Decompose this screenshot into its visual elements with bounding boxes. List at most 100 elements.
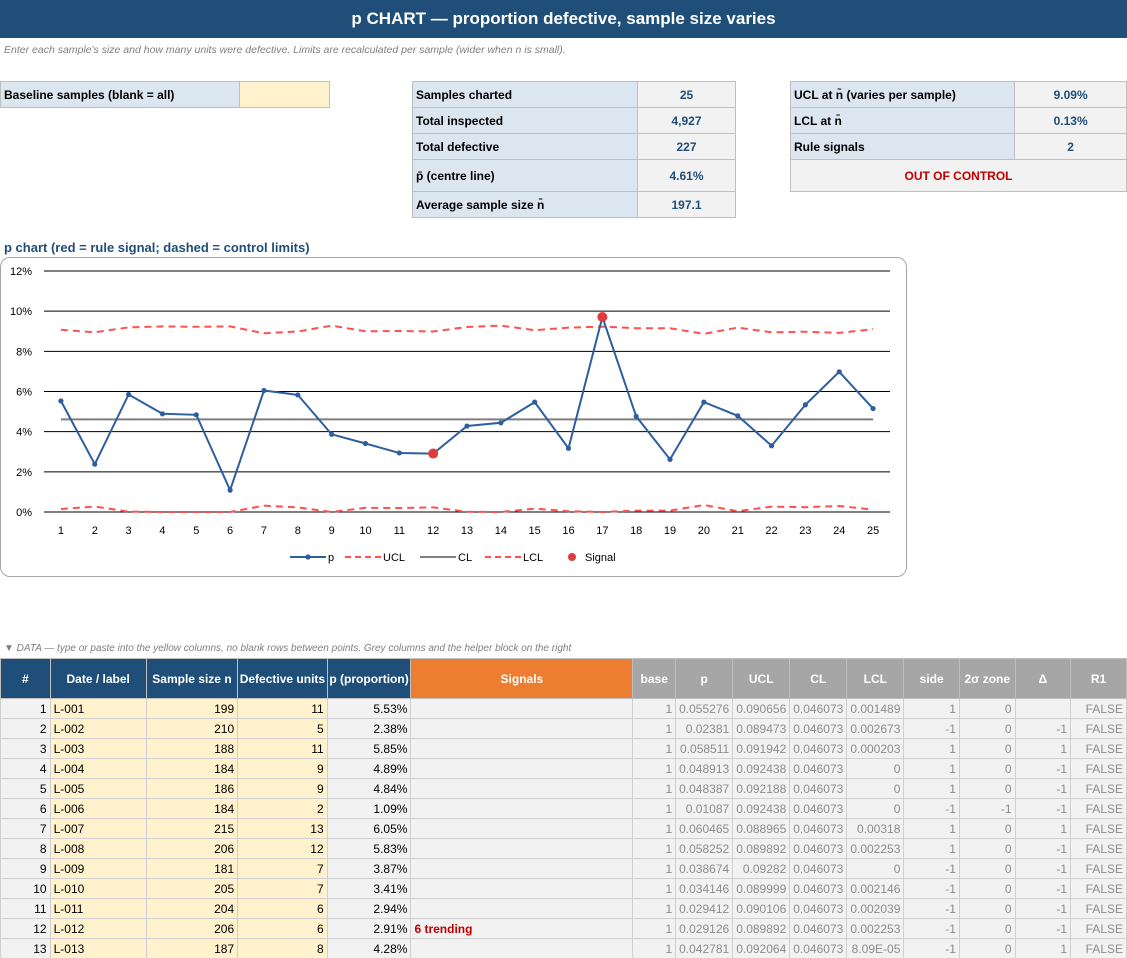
signal-point <box>428 448 439 459</box>
column-header[interactable]: UCL <box>732 658 791 699</box>
defective-units-cell[interactable]: 9 <box>237 778 328 799</box>
helper-lcl-cell: 0.000203 <box>846 738 905 759</box>
p-point <box>295 392 301 398</box>
sample-size-cell[interactable]: 184 <box>145 758 239 779</box>
x-tick-label: 16 <box>562 525 574 537</box>
helper-side-cell: -1 <box>903 718 960 739</box>
signals-cell <box>410 838 634 859</box>
y-tick-label: 2% <box>16 467 32 479</box>
date-label-cell[interactable]: L-012 <box>49 918 147 939</box>
defective-units-cell[interactable]: 6 <box>237 918 328 939</box>
proportion-cell: 5.83% <box>326 838 412 859</box>
helper-base-cell: 1 <box>632 938 677 958</box>
chart-frame[interactable] <box>0 257 907 577</box>
helper-side-cell: -1 <box>903 858 960 879</box>
column-header[interactable]: base <box>632 658 677 699</box>
summary-value: 197.1 <box>637 191 736 218</box>
date-label-cell[interactable]: L-009 <box>49 858 147 879</box>
sample-size-cell[interactable]: 187 <box>145 938 239 958</box>
baseline-input[interactable] <box>239 81 330 108</box>
column-header[interactable]: CL <box>789 658 848 699</box>
column-header[interactable]: Signals <box>410 658 634 699</box>
helper-base-cell: 1 <box>632 878 677 899</box>
helper-r1-cell: FALSE <box>1070 778 1127 799</box>
helper-zone-cell: 0 <box>958 738 1016 759</box>
defective-units-cell[interactable]: 13 <box>237 818 328 839</box>
defective-units-cell[interactable]: 12 <box>237 838 328 859</box>
column-header[interactable]: R1 <box>1070 658 1127 699</box>
column-header[interactable]: Date / label <box>49 658 147 699</box>
date-label-cell[interactable]: L-011 <box>49 898 147 919</box>
sample-size-cell[interactable]: 204 <box>145 898 239 919</box>
signal-point <box>597 311 608 322</box>
helper-cl-cell: 0.046073 <box>789 938 848 958</box>
signals-cell <box>410 718 634 739</box>
x-tick-label: 20 <box>698 525 710 537</box>
y-tick-label: 0% <box>16 507 32 519</box>
row-index: 1 <box>0 698 51 719</box>
date-label-cell[interactable]: L-003 <box>49 738 147 759</box>
defective-units-cell[interactable]: 7 <box>237 858 328 879</box>
date-label-cell[interactable]: L-013 <box>49 938 147 958</box>
date-label-cell[interactable]: L-004 <box>49 758 147 779</box>
helper-base-cell: 1 <box>632 898 677 919</box>
sample-size-cell[interactable]: 181 <box>145 858 239 879</box>
date-label-cell[interactable]: L-008 <box>49 838 147 859</box>
proportion-cell: 5.53% <box>326 698 412 719</box>
column-header[interactable]: p <box>675 658 734 699</box>
helper-side-cell: 1 <box>903 838 960 859</box>
p-point <box>159 411 166 417</box>
column-header[interactable]: Sample size n <box>145 658 239 699</box>
defective-units-cell[interactable]: 9 <box>237 758 328 779</box>
defective-units-cell[interactable]: 8 <box>237 938 328 958</box>
defective-units-cell[interactable]: 11 <box>237 698 328 719</box>
column-header[interactable]: p (proportion) <box>326 658 412 699</box>
column-header[interactable]: side <box>903 658 960 699</box>
column-header[interactable]: LCL <box>846 658 905 699</box>
p-point <box>667 456 673 462</box>
sample-size-cell[interactable]: 205 <box>145 878 239 899</box>
y-tick-label: 10% <box>10 306 32 318</box>
column-header[interactable]: 2σ zone <box>958 658 1016 699</box>
sample-size-cell[interactable]: 210 <box>145 718 239 739</box>
helper-lcl-cell: 0.001489 <box>846 698 905 719</box>
column-header[interactable]: Defective units <box>237 658 328 699</box>
proportion-cell: 1.09% <box>326 798 412 819</box>
sample-size-cell[interactable]: 186 <box>145 778 239 799</box>
table-row: 10 L-010 205 7 3.41% 1 0.034146 0.089999 0.04607… <box>0 878 1127 899</box>
defective-units-cell[interactable]: 11 <box>237 738 328 759</box>
sample-size-cell[interactable]: 206 <box>145 918 239 939</box>
helper-p-cell: 0.01087 <box>675 798 734 819</box>
sample-size-cell[interactable]: 199 <box>145 698 239 719</box>
p-chart: 0%2%4%6%8%10%12%1 2 3 4 5 6 7 8 9 10 11 12 13 14 15 16 1… <box>10 266 890 564</box>
date-label-cell[interactable]: L-005 <box>49 778 147 799</box>
helper-r1-cell: FALSE <box>1070 738 1127 759</box>
helper-delta-cell: -1 <box>1014 838 1072 859</box>
sample-size-cell[interactable]: 215 <box>145 818 239 839</box>
date-label-cell[interactable]: L-002 <box>49 718 147 739</box>
column-header[interactable]: # <box>0 658 51 699</box>
p-point <box>802 402 809 408</box>
sample-size-cell[interactable]: 188 <box>145 738 239 759</box>
defective-units-cell[interactable]: 5 <box>237 718 328 739</box>
date-label-cell[interactable]: L-006 <box>49 798 147 819</box>
row-index: 9 <box>0 858 51 879</box>
defective-units-cell[interactable]: 6 <box>237 898 328 919</box>
helper-base-cell: 1 <box>632 818 677 839</box>
column-header[interactable]: Δ <box>1014 658 1072 699</box>
helper-base-cell: 1 <box>632 858 677 879</box>
summary-label: Total defective <box>412 133 638 160</box>
defective-units-cell[interactable]: 7 <box>237 878 328 899</box>
table-row: 4 L-004 184 9 4.89% 1 0.048913 0.092438 0.046073… <box>0 758 1127 779</box>
helper-delta-cell: -1 <box>1014 918 1072 939</box>
x-tick-label: 18 <box>630 525 642 537</box>
date-label-cell[interactable]: L-001 <box>49 698 147 719</box>
sample-size-cell[interactable]: 206 <box>145 838 239 859</box>
signals-cell <box>410 938 634 958</box>
sample-size-cell[interactable]: 184 <box>145 798 239 819</box>
date-label-cell[interactable]: L-010 <box>49 878 147 899</box>
date-label-cell[interactable]: L-007 <box>49 818 147 839</box>
helper-r1-cell: FALSE <box>1070 818 1127 839</box>
helper-r1-cell: FALSE <box>1070 698 1127 719</box>
defective-units-cell[interactable]: 2 <box>237 798 328 819</box>
